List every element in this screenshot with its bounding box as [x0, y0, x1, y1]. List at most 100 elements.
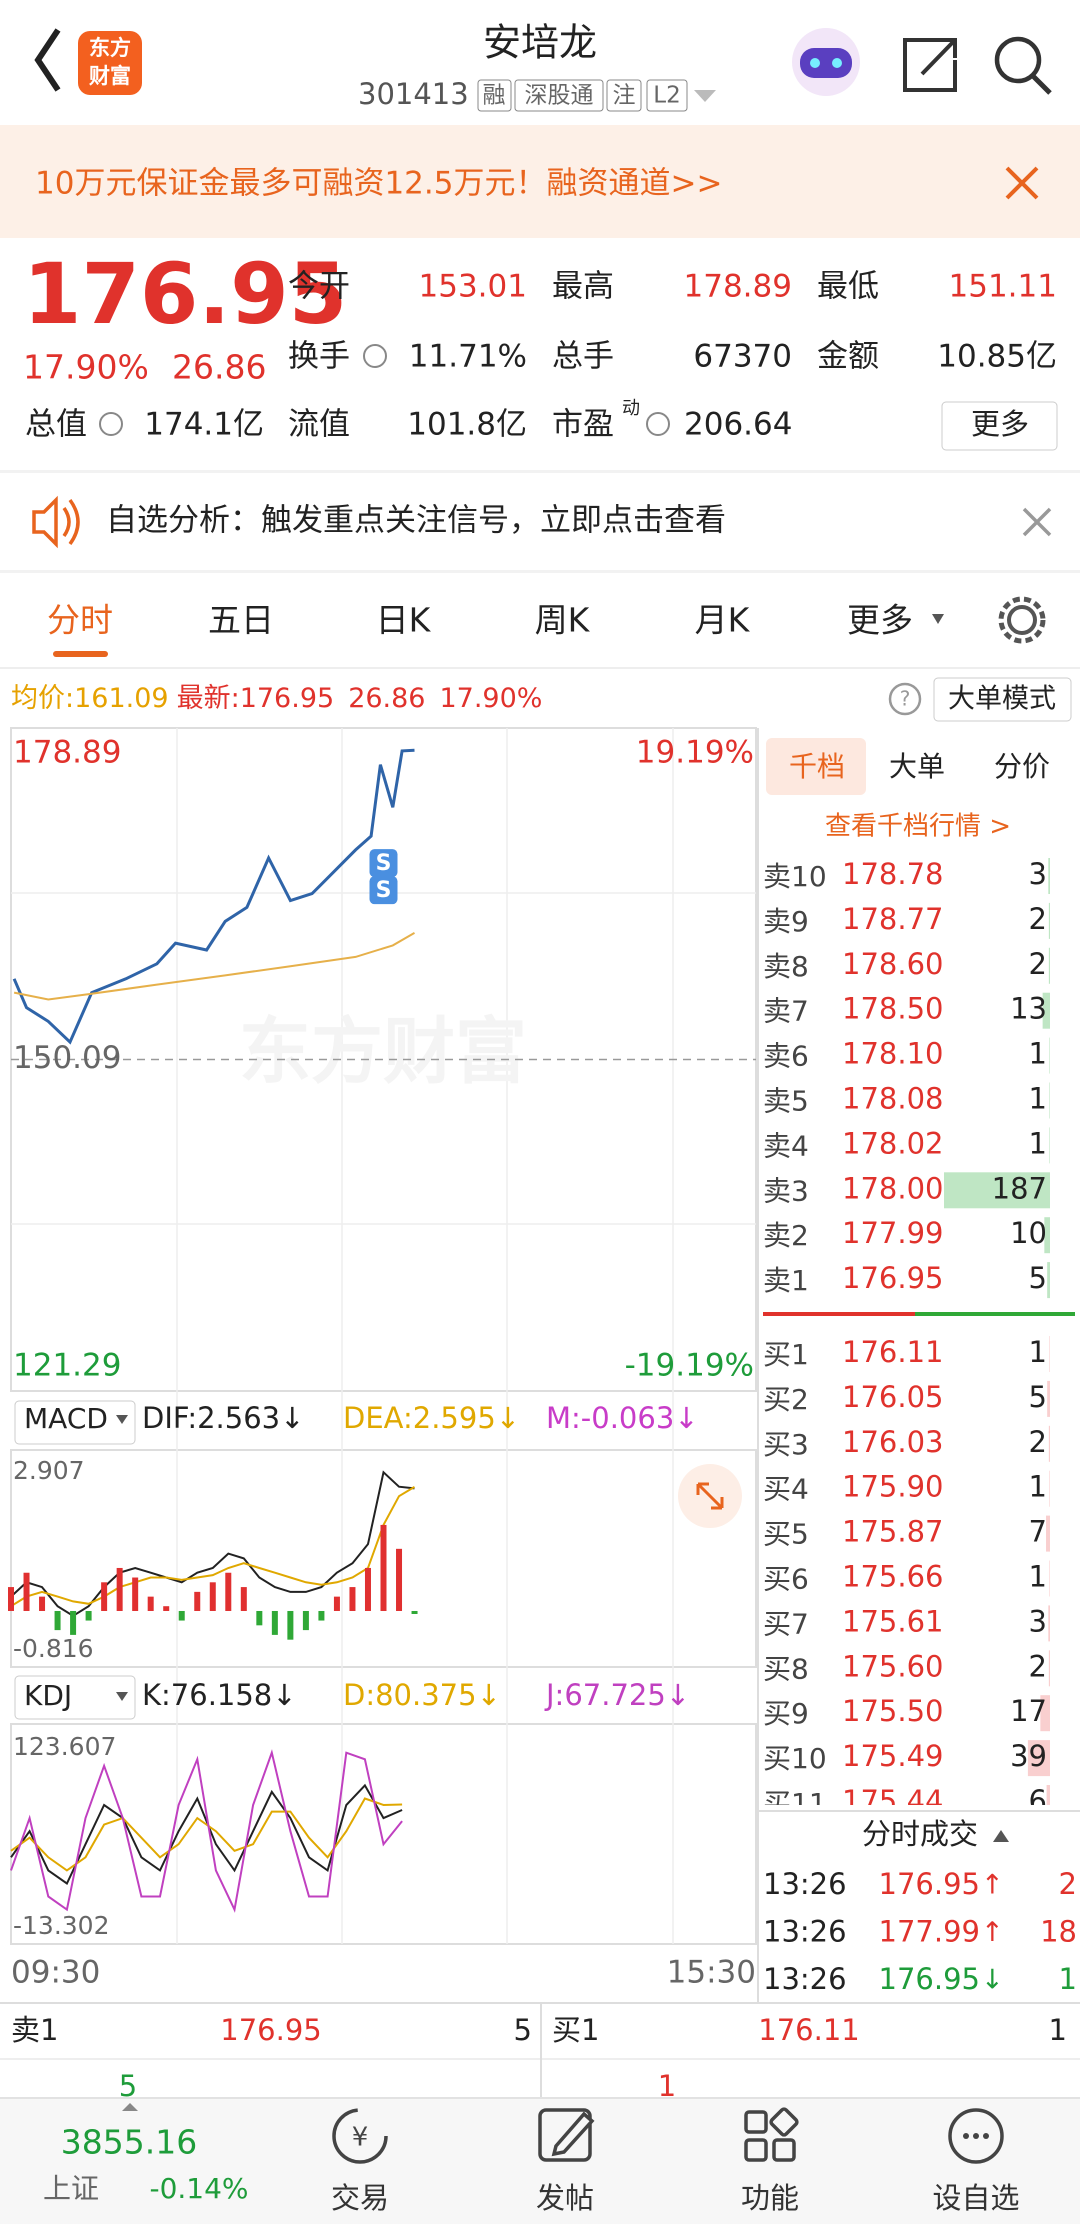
volume-bar — [1049, 1082, 1050, 1119]
avg: 161.09 — [74, 683, 168, 714]
trade-price: 177.99 — [879, 1915, 980, 1949]
help[interactable] — [888, 682, 922, 716]
ask-sub: 5 — [119, 2069, 137, 2103]
field-sup: 动 — [622, 398, 640, 419]
settings[interactable] — [1007, 605, 1037, 635]
info-icon[interactable] — [99, 412, 123, 436]
tab[interactable]: 更多 — [847, 601, 913, 640]
mode-button[interactable] — [933, 677, 1072, 722]
field-value: 206.64 — [684, 407, 792, 443]
bar — [364, 1567, 371, 1611]
tabs: 分时 五日 日K 周K 月K 更多 — [47, 601, 944, 640]
bar — [333, 1596, 340, 1611]
more-button[interactable] — [941, 401, 1058, 451]
latest: 176.95 — [240, 683, 334, 714]
bar — [240, 1587, 247, 1611]
ob-tab[interactable]: 大单 — [889, 750, 945, 783]
y-tick-label: -13.302 — [13, 1911, 110, 1940]
field-label: 金额 — [817, 339, 879, 375]
volume-bar — [1047, 1380, 1050, 1417]
indicator-title[interactable]: MACD — [24, 1402, 108, 1435]
legend: J:67.725↓ — [544, 1678, 690, 1712]
tab[interactable]: 分时 — [47, 601, 113, 640]
signal — [369, 876, 398, 905]
bar — [132, 1577, 139, 1611]
trade-time: 13:26 — [763, 1915, 847, 1949]
tab[interactable]: 月K — [695, 601, 751, 640]
tag-box — [646, 79, 688, 112]
ob-label: 买11 — [763, 1787, 827, 1820]
ob-rows: 卖10 178.78 3卖9 178.77 2卖8 178.60 2卖7 178.50 13卖6… — [763, 857, 1050, 1820]
latest-label: 最新: — [177, 683, 240, 714]
nav-item[interactable]: 交易 — [331, 2181, 389, 2215]
ob-price: 175.60 — [842, 1649, 943, 1683]
notice-text[interactable]: 自选分析：触发重点关注信号，立即点击查看 — [106, 503, 726, 539]
bar — [287, 1610, 294, 1640]
trades-title[interactable]: 分时成交 — [862, 1817, 978, 1851]
ob-tab[interactable]: 千档 — [789, 750, 845, 783]
ob-tab-active[interactable] — [766, 738, 866, 795]
bar — [178, 1610, 185, 1621]
volume-bar — [1049, 1037, 1050, 1074]
mode-text[interactable]: 大单模式 — [948, 684, 1056, 715]
search[interactable] — [994, 36, 1042, 84]
indicator-title[interactable]: KDJ — [24, 1679, 72, 1712]
info-icon[interactable] — [646, 412, 670, 436]
ob-volume: 6 — [1029, 1784, 1047, 1818]
dropdown[interactable] — [694, 90, 716, 102]
more-text[interactable]: 更多 — [971, 407, 1029, 441]
legend: DEA:2.595↓ — [343, 1401, 520, 1435]
share[interactable] — [903, 38, 957, 92]
banner[interactable] — [0, 125, 1080, 238]
volume-bar — [1048, 1605, 1050, 1642]
nav-item[interactable]: 发帖 — [536, 2181, 594, 2215]
tag-box — [514, 79, 604, 112]
volume-bar — [1046, 1515, 1050, 1552]
indicator-select[interactable] — [14, 1400, 136, 1445]
volume-bar — [1048, 858, 1050, 894]
tab[interactable]: 五日 — [208, 601, 274, 640]
speaker — [32, 495, 80, 549]
trade-volume: 2 — [1059, 1867, 1077, 1901]
bar — [225, 1572, 232, 1611]
index-change[interactable]: -0.14% — [149, 2172, 248, 2205]
tab[interactable]: 日K — [376, 601, 432, 640]
index-name[interactable]: 上证 — [43, 2172, 99, 2205]
bar — [163, 1606, 170, 1611]
nav-item[interactable]: 设自选 — [932, 2181, 1019, 2215]
x-tick-label: 09:30 — [11, 1955, 100, 1991]
ob-volume: 17 — [1010, 1694, 1047, 1728]
signal-text: S — [376, 851, 392, 876]
y2-tick-label: 19.19% — [636, 735, 754, 771]
bar — [70, 1610, 77, 1635]
ob-label: 卖10 — [763, 860, 827, 893]
indicator-select[interactable] — [14, 1675, 136, 1720]
bar — [411, 1610, 418, 1614]
ob-label: 买8 — [763, 1652, 809, 1685]
frame — [10, 1449, 757, 1668]
field-value: 153.01 — [419, 269, 527, 305]
bar — [23, 1572, 30, 1611]
banner-text[interactable]: 10万元保证金最多可融资12.5万元！融资通道>> — [35, 166, 722, 202]
bar — [116, 1567, 123, 1611]
logo — [78, 31, 142, 95]
ob-tab[interactable]: 分价 — [994, 750, 1050, 783]
ob-link[interactable]: 查看千档行情 > — [825, 812, 1011, 842]
change: 26.86 — [172, 348, 266, 387]
info-icon[interactable] — [363, 344, 387, 368]
ob-volume: 2 — [1029, 1425, 1047, 1459]
close[interactable] — [1022, 507, 1052, 537]
tab[interactable]: 周K — [535, 601, 591, 640]
nav-icons: ¥ — [332, 2107, 1004, 2164]
close[interactable] — [1005, 166, 1039, 200]
func-icon — [772, 2138, 796, 2162]
index-value[interactable]: 3855.16 — [61, 2123, 197, 2162]
field-label: 总手 — [552, 339, 614, 375]
ob-volume: 5 — [1029, 1261, 1047, 1295]
back[interactable] — [34, 28, 61, 92]
nav-item[interactable]: 功能 — [741, 2181, 799, 2215]
ob-label: 卖8 — [763, 950, 809, 983]
fav-dot — [963, 2133, 969, 2139]
post-pen — [551, 2111, 595, 2157]
